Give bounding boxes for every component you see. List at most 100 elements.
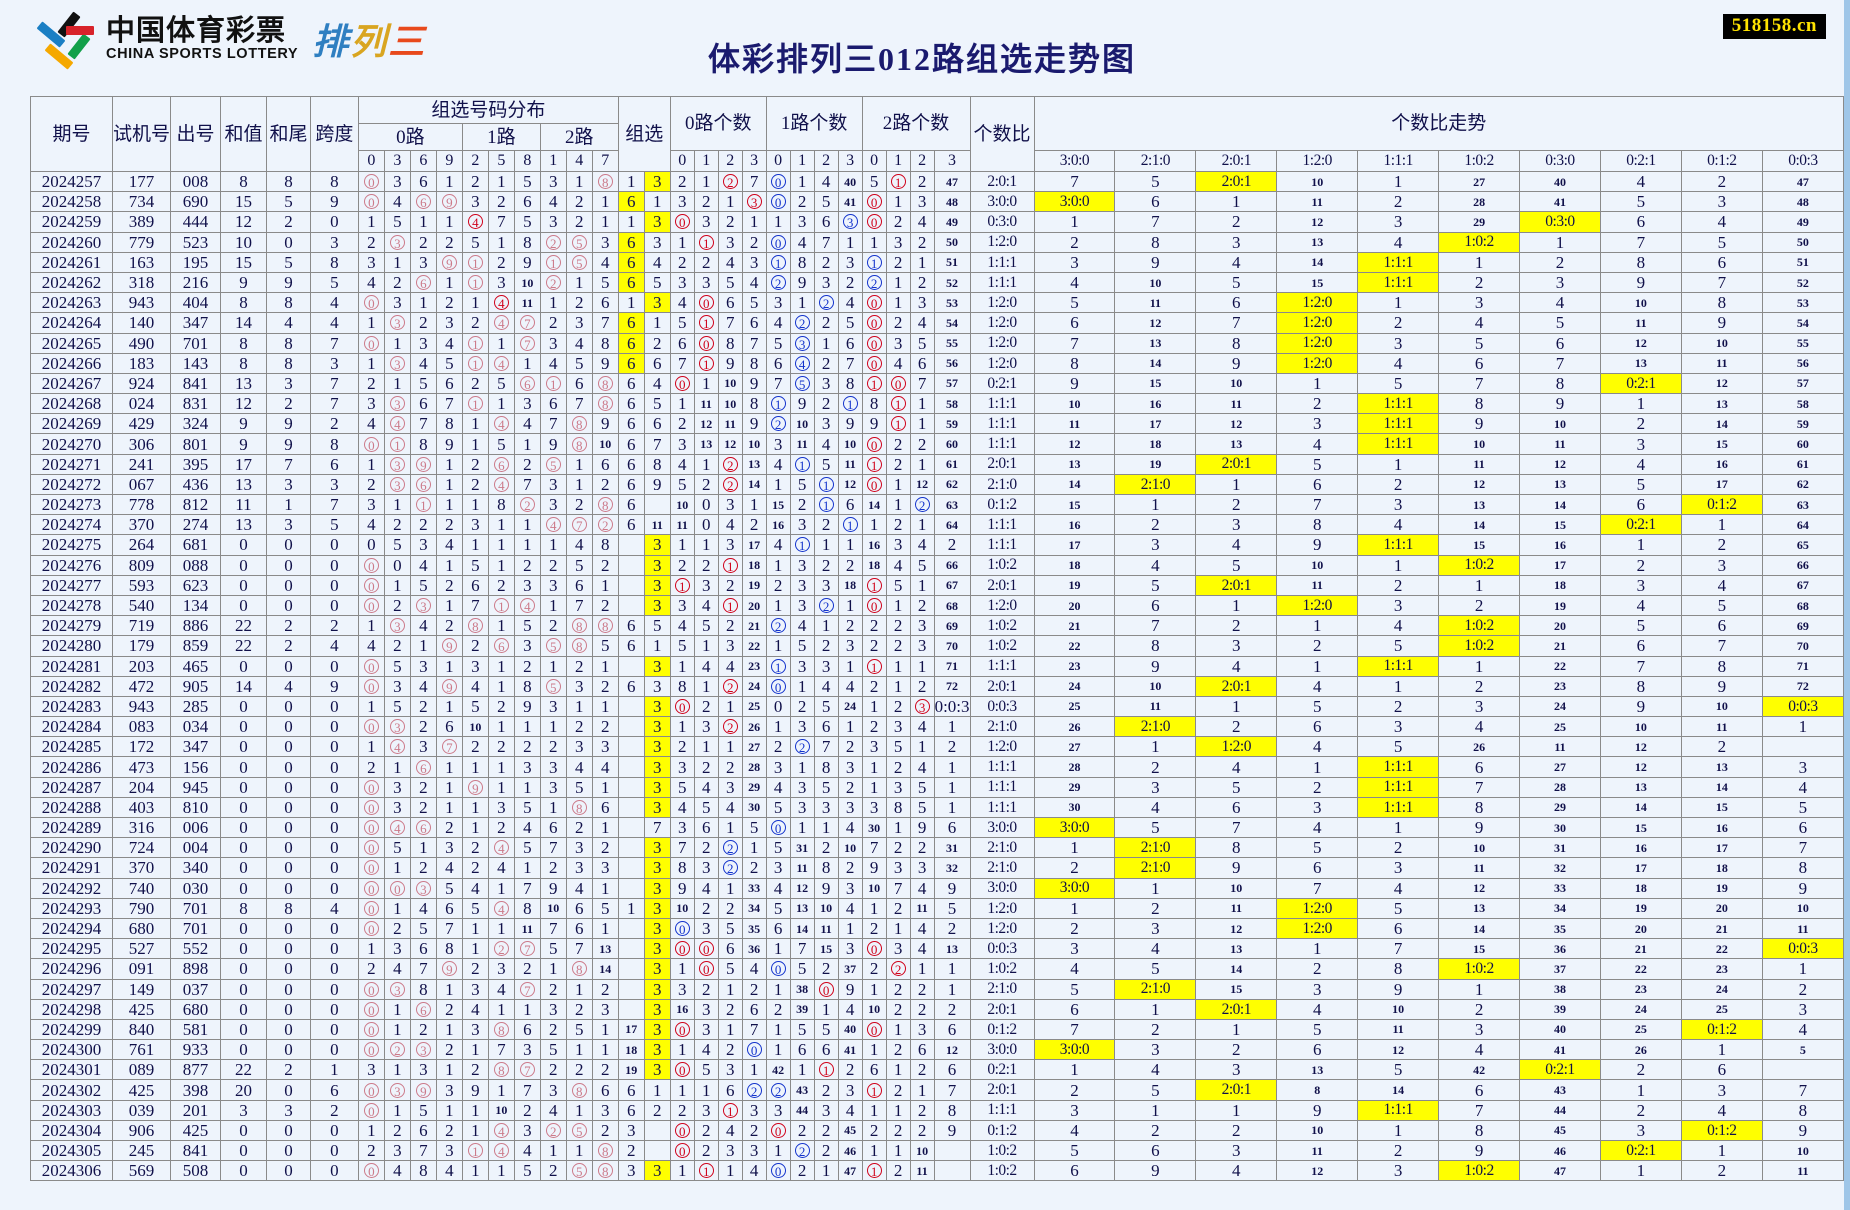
cell-c1-0: 0 <box>765 1119 791 1142</box>
cell-fenbu-7: 4 <box>539 352 567 374</box>
table-row[interactable]: 2024304 906 425 0 0 0 1 2 6 2 1 4 3 2 5 2 3 0 2 4 2 0 2 2 45 2 2 2… <box>30 1119 1845 1142</box>
cell-c1-2: 3 <box>813 271 839 294</box>
table-row[interactable]: 2024301 089 877 22 2 1 3 1 3 1 2 8 7 2 2 2 19 3 0 5 3 1 42 1 1 2 6… <box>30 1059 1845 1081</box>
table-row[interactable]: 2024299 840 581 0 0 0 0 1 2 1 3 8 6 2 5 1 17 3 0 3 1 7 1 5 5 40 0 1… <box>30 1018 1845 1041</box>
cell-hewei: 4 <box>265 312 311 334</box>
table-row[interactable]: 2024278 540 134 0 0 0 0 2 3 1 7 1 4 1 7 2 3 3 4 1 20 1 3 2 1 0 1 2… <box>30 594 1845 617</box>
cell-chuhao: 156 <box>169 756 221 778</box>
cell-zuxuan-1: 3 <box>643 292 671 314</box>
cell-geshubi: 1:0:2 <box>969 635 1035 657</box>
table-row[interactable]: 2024258 734 690 15 5 9 0 4 6 9 3 2 6 4 2 1 6 1 3 2 1 3 0 2 5 41 0 1… <box>30 191 1845 213</box>
cell-zoushi-0: 3:0:0 <box>1033 191 1116 213</box>
cell-zuxuan-0: 6 <box>617 231 645 253</box>
trend-table: 期号 试机号 出号 和值 和尾 跨度 组选号码分布 组选 0路个数 1路个数 2… <box>30 96 1845 1182</box>
cell-zoushi-3: 11 <box>1276 191 1359 213</box>
table-row[interactable]: 2024260 779 523 10 0 3 2 3 2 2 5 1 8 2 5 3 6 3 1 1 3 2 0 4 7 1 1 3 2… <box>30 231 1845 253</box>
brand-name-cn: 中国体育彩票 <box>106 14 287 47</box>
circle-marker-pink: 7 <box>571 517 587 533</box>
table-row[interactable]: 2024282 472 905 14 4 9 0 3 4 9 4 1 8 5 3 2 6 3 8 1 2 24 0 1 4 4 2 1… <box>30 675 1845 697</box>
table-row[interactable]: 2024261 163 195 15 5 8 3 1 3 9 1 2 9 1 5 4 6 4 2 2 4 3 1 8 2 3 1 2 1… <box>30 251 1845 273</box>
table-row[interactable]: 2024289 316 006 0 0 0 0 4 6 2 1 2 4 6 2 1 7 3 6 1 5 0 1 1 4 30 1 9… <box>30 816 1845 839</box>
table-row[interactable]: 2024273 778 812 11 1 7 3 1 1 1 1 8 2 3 2 8 6 10 0 3 1 15 2 1 6 1… <box>30 493 1845 516</box>
cell-fenbu-6: 2 <box>513 453 541 475</box>
table-row[interactable]: 2024265 490 701 8 8 7 0 1 3 4 1 1 7 3 4 8 6 2 6 0 8 7 5 3 1 6 0 3 5 5… <box>30 332 1845 354</box>
cell-geshubi: 1:2:0 <box>969 292 1035 314</box>
cell-fenbu-8: 8 <box>565 615 593 637</box>
cell-c1-3: 5 <box>837 312 863 334</box>
table-row[interactable]: 2024271 241 395 17 7 6 1 3 9 1 2 6 2 5 1 6 6 8 4 1 2 13 4 1 5 11 1… <box>30 453 1845 475</box>
cell-qihao: 2024273 <box>30 493 113 516</box>
circle-marker-red: 1 <box>722 1102 738 1119</box>
cell-chuhao: 701 <box>169 332 221 354</box>
table-row[interactable]: 2024280 179 859 22 2 4 4 2 1 9 2 6 3 5 8 5 6 1 5 1 3 22 1 5 2 3 2 2… <box>30 635 1845 657</box>
cell-fenbu-5: 3 <box>487 796 515 819</box>
table-row[interactable]: 2024298 425 680 0 0 0 0 1 6 2 4 1 1 3 2 3 3 16 3 2 6 2 39 1 4 10… <box>30 998 1845 1020</box>
table-row[interactable]: 2024293 790 701 8 8 4 0 1 4 6 5 4 8 10 6 5 1 3 10 2 2 34 5 13 10… <box>30 897 1845 919</box>
table-row[interactable]: 2024274 370 274 13 3 5 4 2 2 2 3 1 1 4 7 2 6 11 11 0 4 2 16 3 2 1… <box>30 514 1845 536</box>
table-row[interactable]: 2024292 740 030 0 0 0 0 0 3 5 4 1 7 9 4 1 3 9 4 1 33 4 12 9 3 10… <box>30 877 1845 899</box>
cell-zoushi-4: 3 <box>1357 594 1440 617</box>
cell-qihao: 2024275 <box>30 534 113 556</box>
table-row[interactable]: 2024266 183 143 8 8 3 1 3 4 5 1 4 1 4 5 9 6 6 7 1 9 8 6 4 2 7 0 4 6 5… <box>30 352 1845 374</box>
table-row[interactable]: 2024296 091 898 0 0 0 2 4 7 9 2 3 2 1 8 14 3 1 0 5 4 0 5 2 37 2 2… <box>30 958 1845 980</box>
table-row[interactable]: 2024283 943 285 0 0 0 1 5 2 1 5 2 9 3 1 1 3 0 2 1 25 0 2 5 24 1 2… <box>30 695 1845 718</box>
cell-geshubi: 1:2:0 <box>969 312 1035 334</box>
table-row[interactable]: 2024270 306 801 9 9 8 0 1 8 9 1 5 1 9 8 10 6 7 3 13 12 10 3 11 4… <box>30 433 1845 455</box>
table-row[interactable]: 2024290 724 004 0 0 0 0 5 1 3 2 4 5 7 3 2 3 7 2 2 1 5 31 2 10 7 2… <box>30 837 1845 859</box>
table-row[interactable]: 2024262 318 216 9 9 5 4 2 6 1 1 3 10 2 1 5 6 5 3 3 5 4 2 9 3 2 2 1 2… <box>30 271 1845 294</box>
circle-marker-blue: 3 <box>842 214 858 230</box>
table-row[interactable]: 2024287 204 945 0 0 0 0 3 2 1 9 1 1 3 5 1 3 5 4 3 29 4 3 5 2 1 3 5… <box>30 776 1845 798</box>
circle-marker-blue: 1 <box>794 537 810 553</box>
table-row[interactable]: 2024275 264 681 0 0 0 0 5 3 4 1 1 1 1 4 8 3 1 1 3 17 4 1 1 1 16 3… <box>30 534 1845 556</box>
table-row[interactable]: 2024281 203 465 0 0 0 0 5 3 1 3 1 2 1 2 1 3 1 4 4 23 1 3 3 1 1 1 1… <box>30 655 1845 677</box>
cell-fenbu-9: 14 <box>591 958 619 980</box>
table-row[interactable]: 2024294 680 701 0 0 0 0 2 5 7 1 1 11 7 6 1 3 0 3 5 35 6 14 11 1… <box>30 917 1845 940</box>
th-count-c2-1: 1 <box>885 150 911 172</box>
cell-zoushi-3: 1 <box>1276 615 1359 637</box>
cell-c2-2: 2 <box>909 231 935 253</box>
cell-c1-3: 18 <box>837 574 863 596</box>
cell-hezhi: 8 <box>219 897 267 919</box>
table-row[interactable]: 2024300 761 933 0 0 0 0 2 3 2 1 7 3 5 1 1 18 3 1 4 2 0 1 6 6 41 1 2… <box>30 1039 1845 1061</box>
table-row[interactable]: 2024269 429 324 9 9 2 4 4 7 8 1 4 4 7 8 9 6 6 2 12 11 9 2 10 3 9 9… <box>30 413 1845 435</box>
table-row[interactable]: 2024285 172 347 0 0 0 1 4 3 7 2 2 2 2 3 3 3 2 1 1 27 2 2 7 2 3 5 1… <box>30 736 1845 758</box>
cell-zuxuan-1 <box>643 1139 671 1162</box>
table-row[interactable]: 2024306 569 508 0 0 0 0 4 8 4 1 1 5 2 5 8 3 3 1 1 1 4 0 2 1 47 1 2 1… <box>30 1160 1845 1182</box>
table-row[interactable]: 2024267 924 841 13 3 7 2 1 5 6 2 5 6 1 6 8 6 4 0 1 10 9 7 5 3 8 1 0… <box>30 372 1845 395</box>
table-row[interactable]: 2024272 067 436 13 3 3 2 3 6 1 2 4 7 3 1 2 6 9 5 2 2 14 1 5 1 12 0… <box>30 473 1845 496</box>
th-digit-3-1: 3 <box>383 150 411 172</box>
cell-zoushi-7: 0:2:1 <box>1599 514 1682 536</box>
cell-fenbu-3: 3 <box>435 312 463 334</box>
cell-zuxuan-0: 6 <box>617 675 645 697</box>
cell-c1-0: 4 <box>765 312 791 334</box>
cell-fenbu-6: 4 <box>513 816 541 839</box>
table-row[interactable]: 2024259 389 444 12 2 0 1 5 1 1 4 7 5 3 2 1 1 3 0 3 2 1 1 3 6 3 0 2 4… <box>30 211 1845 233</box>
table-row[interactable]: 2024303 039 201 3 3 2 0 1 5 1 1 10 2 4 1 3 6 2 2 3 1 3 3 44 3 4 1 1… <box>30 1099 1845 1121</box>
cell-c0-3: 2 <box>741 1119 767 1142</box>
table-row[interactable]: 2024305 245 841 0 0 0 2 3 7 3 1 4 4 1 1 8 2 0 2 3 3 1 2 2 46 1 1 1… <box>30 1139 1845 1162</box>
cell-zoushi-4: 1:1:1 <box>1357 1099 1440 1121</box>
table-row[interactable]: 2024268 024 831 12 2 7 3 3 6 7 1 1 3 6 7 8 6 5 1 11 10 8 1 9 2 1 8… <box>30 393 1845 415</box>
table-row[interactable]: 2024302 425 398 20 0 6 0 3 9 3 9 1 7 3 8 6 6 1 1 1 6 2 2 43 2 3 1 2… <box>30 1079 1845 1101</box>
table-row[interactable]: 2024288 403 810 0 0 0 0 3 2 1 1 3 5 1 8 6 3 4 5 4 30 5 3 3 3 3 8 5… <box>30 796 1845 819</box>
table-row[interactable]: 2024276 809 088 0 0 0 0 0 4 1 5 1 2 2 5 2 3 2 2 1 18 1 3 2 2 18 4… <box>30 554 1845 576</box>
table-row[interactable]: 2024291 370 340 0 0 0 0 1 2 4 2 4 1 2 3 3 3 8 3 2 2 3 11 8 2 9 3 3… <box>30 857 1845 879</box>
table-row[interactable]: 2024257 177 008 8 8 8 0 3 6 1 2 1 5 3 1 8 1 3 2 1 2 7 0 1 4 40 5 1 2… <box>30 170 1845 193</box>
table-row[interactable]: 2024277 593 623 0 0 0 0 1 5 2 6 2 3 3 6 1 3 1 3 2 19 2 3 3 18 1 5… <box>30 574 1845 596</box>
table-row[interactable]: 2024263 943 404 8 8 4 0 3 1 2 1 4 11 1 2 6 1 3 4 0 6 5 3 1 2 4 0 1 3… <box>30 292 1845 314</box>
table-row[interactable]: 2024279 719 886 22 2 2 1 3 4 2 8 1 5 2 8 8 6 5 4 5 2 21 2 4 1 2 2 2… <box>30 615 1845 637</box>
cell-zoushi-3: 1 <box>1276 655 1359 677</box>
cell-zuxuan-0 <box>617 554 645 576</box>
cell-geshubi: 1:1:1 <box>969 393 1035 415</box>
table-row[interactable]: 2024286 473 156 0 0 0 2 1 6 1 1 1 3 3 4 4 3 3 2 2 28 3 1 8 3 1 2 4… <box>30 756 1845 778</box>
circle-marker-red: 1 <box>890 174 906 190</box>
cell-zoushi-3: 5 <box>1276 453 1359 475</box>
cell-chuhao: 623 <box>169 574 221 596</box>
table-row[interactable]: 2024297 149 037 0 0 0 0 3 8 1 3 4 7 2 1 2 3 3 2 1 2 1 38 0 9 1 2 2… <box>30 978 1845 1000</box>
table-row[interactable]: 2024284 083 034 0 0 0 0 3 2 6 10 1 1 1 2 2 3 1 3 2 26 1 3 6 1 2 3… <box>30 716 1845 738</box>
table-row[interactable]: 2024264 140 347 14 4 4 1 3 2 3 2 4 7 2 3 7 6 1 5 1 7 6 4 2 2 5 0 2 4… <box>30 312 1845 334</box>
table-row[interactable]: 2024295 527 552 0 0 0 1 3 6 8 1 2 7 5 7 13 3 0 0 6 36 1 7 15 3 0… <box>30 938 1845 960</box>
cell-fenbu-7: 3 <box>539 211 567 233</box>
cell-hewei: 0 <box>265 816 311 839</box>
cell-chuhao: 444 <box>169 211 221 233</box>
